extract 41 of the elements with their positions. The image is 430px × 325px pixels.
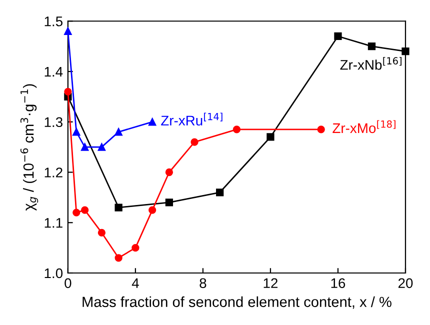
y-tick-label: 1.2	[44, 168, 62, 178]
point	[148, 206, 156, 214]
x-tick-label: 12	[264, 278, 278, 288]
point	[165, 168, 174, 176]
point	[80, 206, 89, 214]
x-axis-title: Mass fraction of sencond element content, x / %	[82, 296, 392, 309]
point	[190, 138, 198, 146]
point	[232, 126, 241, 134]
x-tick-label: 4	[132, 278, 139, 288]
x-tick-label: 20	[398, 278, 413, 288]
point	[266, 133, 274, 141]
y-tick-label: 1.3	[44, 117, 62, 128]
point	[216, 188, 224, 196]
series-label: Zr-xMo$^{[18]}$	[332, 120, 396, 134]
x-tick-label: 16	[331, 278, 346, 288]
point	[64, 88, 72, 96]
y-tick-label: 1.1	[44, 218, 62, 228]
point	[114, 128, 122, 136]
text: χ$_{g}$ / (10$^{−6}$ cm$^{3}$·g$^{−1}$)	[20, 84, 38, 211]
point	[402, 48, 410, 56]
point	[98, 228, 106, 237]
point	[165, 198, 174, 206]
point	[64, 27, 72, 36]
point	[114, 204, 122, 212]
point	[72, 208, 80, 216]
series-label: Zr-xRu$^{[14]}$	[161, 112, 222, 126]
point	[132, 244, 140, 252]
point	[98, 143, 106, 151]
series-label: Zr-xNb$^{[16]}$	[340, 56, 402, 70]
y-tick-label: 1.5	[44, 16, 62, 26]
x-tick-label: 0	[64, 278, 72, 288]
point	[114, 254, 122, 262]
point	[148, 118, 156, 126]
y-tick-label: 1.4	[44, 66, 63, 77]
point	[368, 42, 376, 50]
point	[334, 32, 342, 40]
point	[317, 126, 325, 134]
point	[72, 128, 80, 136]
y-tick-label: 1.0	[44, 268, 63, 278]
x-tick-label: 8	[200, 278, 206, 288]
point	[80, 143, 89, 151]
